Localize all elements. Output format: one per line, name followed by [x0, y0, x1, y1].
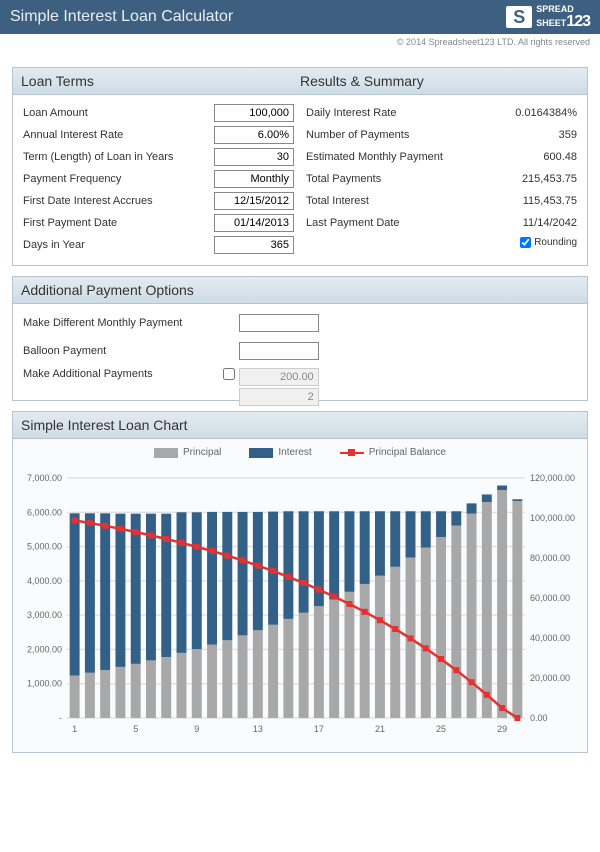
num-pay-label: Number of Payments	[306, 129, 487, 141]
annual-rate-input[interactable]	[214, 126, 294, 144]
loan-terms-heading: Loan Terms	[21, 73, 300, 89]
chart-legend: Principal Interest Principal Balance	[17, 447, 583, 458]
num-pay-value: 359	[487, 129, 577, 141]
balloon-label: Balloon Payment	[23, 345, 239, 357]
last-date-value: 11/14/2042	[487, 217, 577, 229]
svg-text:60,000.00: 60,000.00	[530, 593, 570, 603]
legend-interest: Interest	[278, 447, 311, 458]
additional-panel: Additional Payment Options Make Differen…	[12, 276, 588, 401]
freq-input[interactable]	[214, 170, 294, 188]
svg-text:5,000.00: 5,000.00	[27, 542, 62, 552]
total-pay-label: Total Payments	[306, 173, 487, 185]
legend-balance: Principal Balance	[369, 447, 446, 458]
svg-text:2,000.00: 2,000.00	[27, 644, 62, 654]
additional-count-input[interactable]	[239, 388, 319, 406]
interest-swatch-icon	[249, 448, 273, 458]
first-accrue-label: First Date Interest Accrues	[23, 195, 214, 207]
freq-label: Payment Frequency	[23, 173, 214, 185]
page-title: Simple Interest Loan Calculator	[10, 8, 233, 26]
additional-amount-input[interactable]	[239, 368, 319, 386]
svg-text:7,000.00: 7,000.00	[27, 473, 62, 483]
last-date-label: Last Payment Date	[306, 217, 487, 229]
svg-text:100,000.00: 100,000.00	[530, 513, 575, 523]
est-monthly-label: Estimated Monthly Payment	[306, 151, 487, 163]
daily-rate-value: 0.0164384%	[487, 107, 577, 119]
est-monthly-value: 600.48	[487, 151, 577, 163]
chart-heading: Simple Interest Loan Chart	[21, 417, 188, 433]
balloon-input[interactable]	[239, 342, 319, 360]
svg-text:25: 25	[436, 724, 446, 734]
svg-text:6,000.00: 6,000.00	[27, 507, 62, 517]
svg-text:80,000.00: 80,000.00	[530, 553, 570, 563]
rounding-checkbox[interactable]	[520, 237, 531, 248]
logo: S SPREAD123 SHEET123	[506, 5, 590, 30]
total-pay-value: 215,453.75	[487, 173, 577, 185]
svg-text:20,000.00: 20,000.00	[530, 673, 570, 683]
svg-text:1,000.00: 1,000.00	[27, 679, 62, 689]
svg-text:4,000.00: 4,000.00	[27, 576, 62, 586]
days-label: Days in Year	[23, 239, 214, 251]
first-payment-label: First Payment Date	[23, 217, 214, 229]
total-int-value: 115,453.75	[487, 195, 577, 207]
svg-text:21: 21	[375, 724, 385, 734]
svg-text:-: -	[59, 713, 62, 723]
logo-mark-icon: S	[506, 6, 532, 28]
balance-swatch-icon	[340, 452, 364, 454]
loan-terms-panel: Loan Terms Results & Summary Loan Amount…	[12, 67, 588, 266]
additional-heading: Additional Payment Options	[21, 282, 194, 298]
total-int-label: Total Interest	[306, 195, 487, 207]
first-payment-input[interactable]	[214, 214, 294, 232]
svg-text:13: 13	[253, 724, 263, 734]
loan-amount-label: Loan Amount	[23, 107, 214, 119]
svg-text:120,000.00: 120,000.00	[530, 473, 575, 483]
legend-principal: Principal	[183, 447, 221, 458]
daily-rate-label: Daily Interest Rate	[306, 107, 487, 119]
chart-panel: Simple Interest Loan Chart Principal Int…	[12, 411, 588, 753]
first-accrue-input[interactable]	[214, 192, 294, 210]
make-additional-label: Make Additional Payments	[23, 368, 219, 380]
term-input[interactable]	[214, 148, 294, 166]
days-input[interactable]	[214, 236, 294, 254]
copyright-text: © 2014 Spreadsheet123 LTD. All rights re…	[0, 34, 600, 57]
svg-text:17: 17	[314, 724, 324, 734]
diff-monthly-input[interactable]	[239, 314, 319, 332]
loan-chart: - 1,000.00 2,000.00 3,000.00 4,000.00 5,000.0…	[17, 468, 585, 748]
diff-monthly-label: Make Different Monthly Payment	[23, 317, 239, 329]
svg-text:29: 29	[497, 724, 507, 734]
loan-amount-input[interactable]	[214, 104, 294, 122]
svg-text:40,000.00: 40,000.00	[530, 633, 570, 643]
svg-text:5: 5	[133, 724, 138, 734]
annual-rate-label: Annual Interest Rate	[23, 129, 214, 141]
svg-text:1: 1	[72, 724, 77, 734]
svg-text:3,000.00: 3,000.00	[27, 610, 62, 620]
principal-swatch-icon	[154, 448, 178, 458]
svg-text:9: 9	[194, 724, 199, 734]
rounding-label: Rounding	[534, 237, 577, 248]
header: Simple Interest Loan Calculator S SPREAD…	[0, 0, 600, 34]
term-label: Term (Length) of Loan in Years	[23, 151, 214, 163]
svg-text:0.00: 0.00	[530, 713, 548, 723]
results-heading: Results & Summary	[300, 73, 579, 89]
make-additional-checkbox[interactable]	[223, 368, 235, 380]
